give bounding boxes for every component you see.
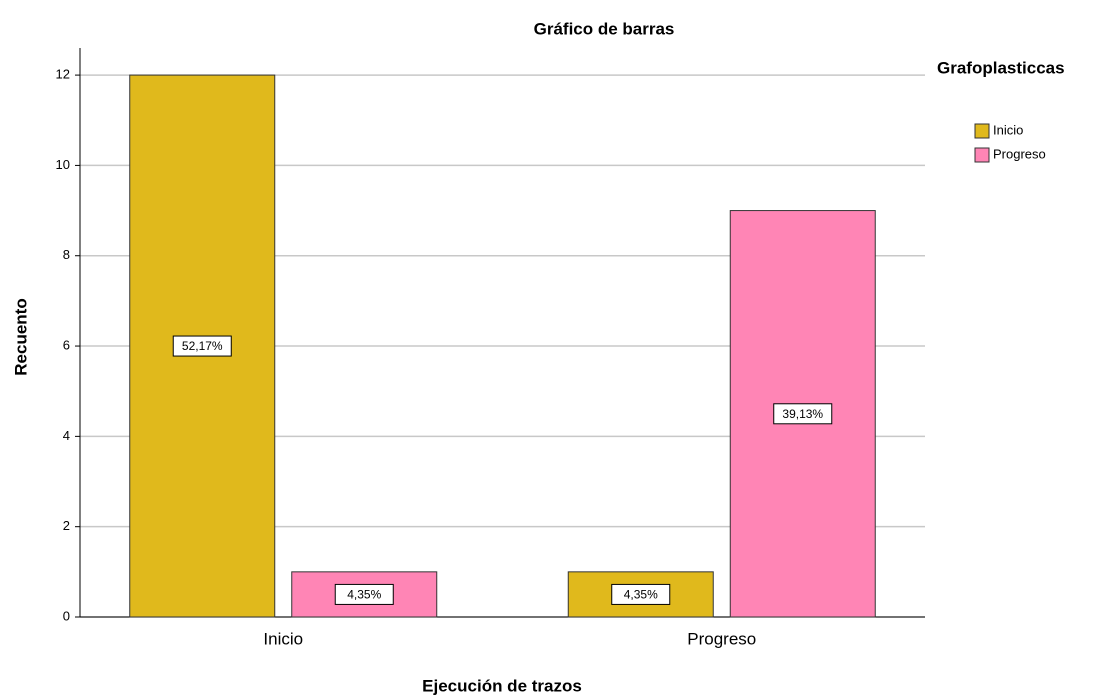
bar-label: 4,35% — [347, 588, 381, 602]
bar-label: 39,13% — [782, 407, 823, 421]
legend-swatch — [974, 123, 990, 139]
label-box — [773, 403, 833, 425]
legend-swatch — [974, 147, 990, 163]
legend-title: Grafoplasticcas — [937, 58, 1065, 77]
x-tick-label: Inicio — [263, 629, 303, 648]
y-tick-label: 8 — [63, 247, 70, 262]
legend-label: Inicio — [993, 122, 1023, 137]
bar-label: 4,35% — [624, 588, 658, 602]
label-box — [611, 583, 671, 605]
y-tick-label: 6 — [63, 337, 70, 352]
x-axis-title: Ejecución de trazos — [422, 676, 582, 695]
label-box — [334, 583, 394, 605]
bar-label: 52,17% — [182, 339, 223, 353]
y-tick-label: 0 — [63, 608, 70, 623]
x-tick-label: Progreso — [687, 629, 756, 648]
label-box — [172, 335, 232, 357]
chart-title: Gráfico de barras — [534, 19, 675, 38]
legend-label: Progreso — [993, 146, 1046, 161]
y-tick-label: 2 — [63, 518, 70, 533]
y-tick-label: 4 — [63, 428, 70, 443]
y-tick-label: 10 — [56, 157, 70, 172]
y-axis-title: Recuento — [11, 298, 30, 375]
y-tick-label: 12 — [56, 67, 70, 82]
